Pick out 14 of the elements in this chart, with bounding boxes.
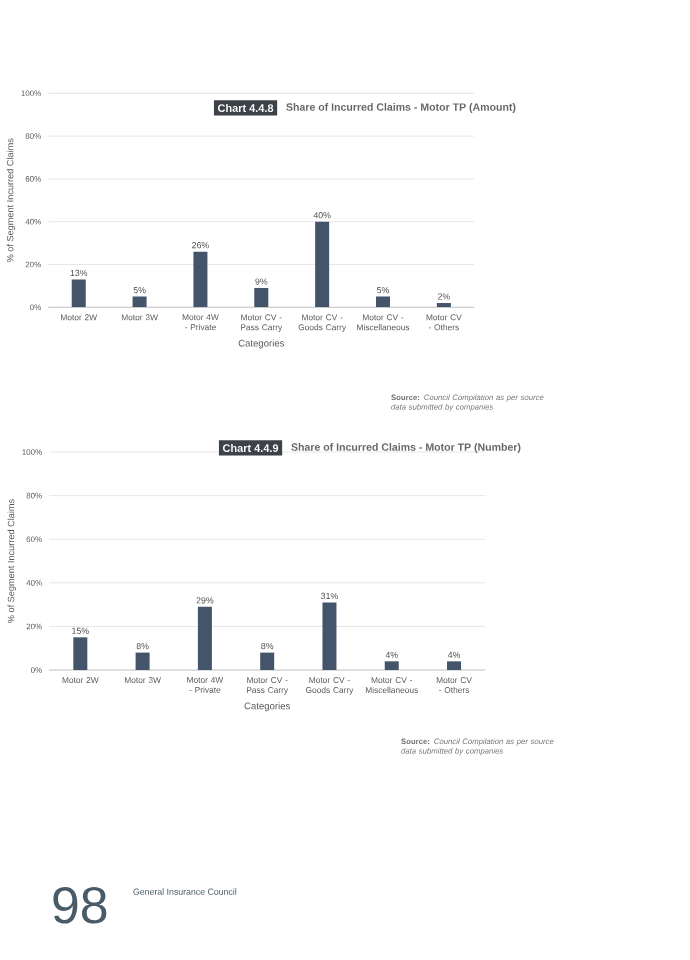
- bar: [254, 288, 269, 308]
- bar: [384, 661, 399, 671]
- text: 98: [53, 886, 107, 924]
- bar: [71, 279, 86, 308]
- bar: [314, 221, 329, 308]
- bar: [375, 296, 390, 308]
- bar: [197, 606, 212, 671]
- bar: [135, 652, 150, 671]
- bar: [446, 661, 461, 671]
- bar: [193, 251, 208, 308]
- bar: [132, 296, 147, 308]
- bar: [259, 652, 274, 671]
- bar: [322, 602, 337, 671]
- bar: [73, 637, 88, 671]
